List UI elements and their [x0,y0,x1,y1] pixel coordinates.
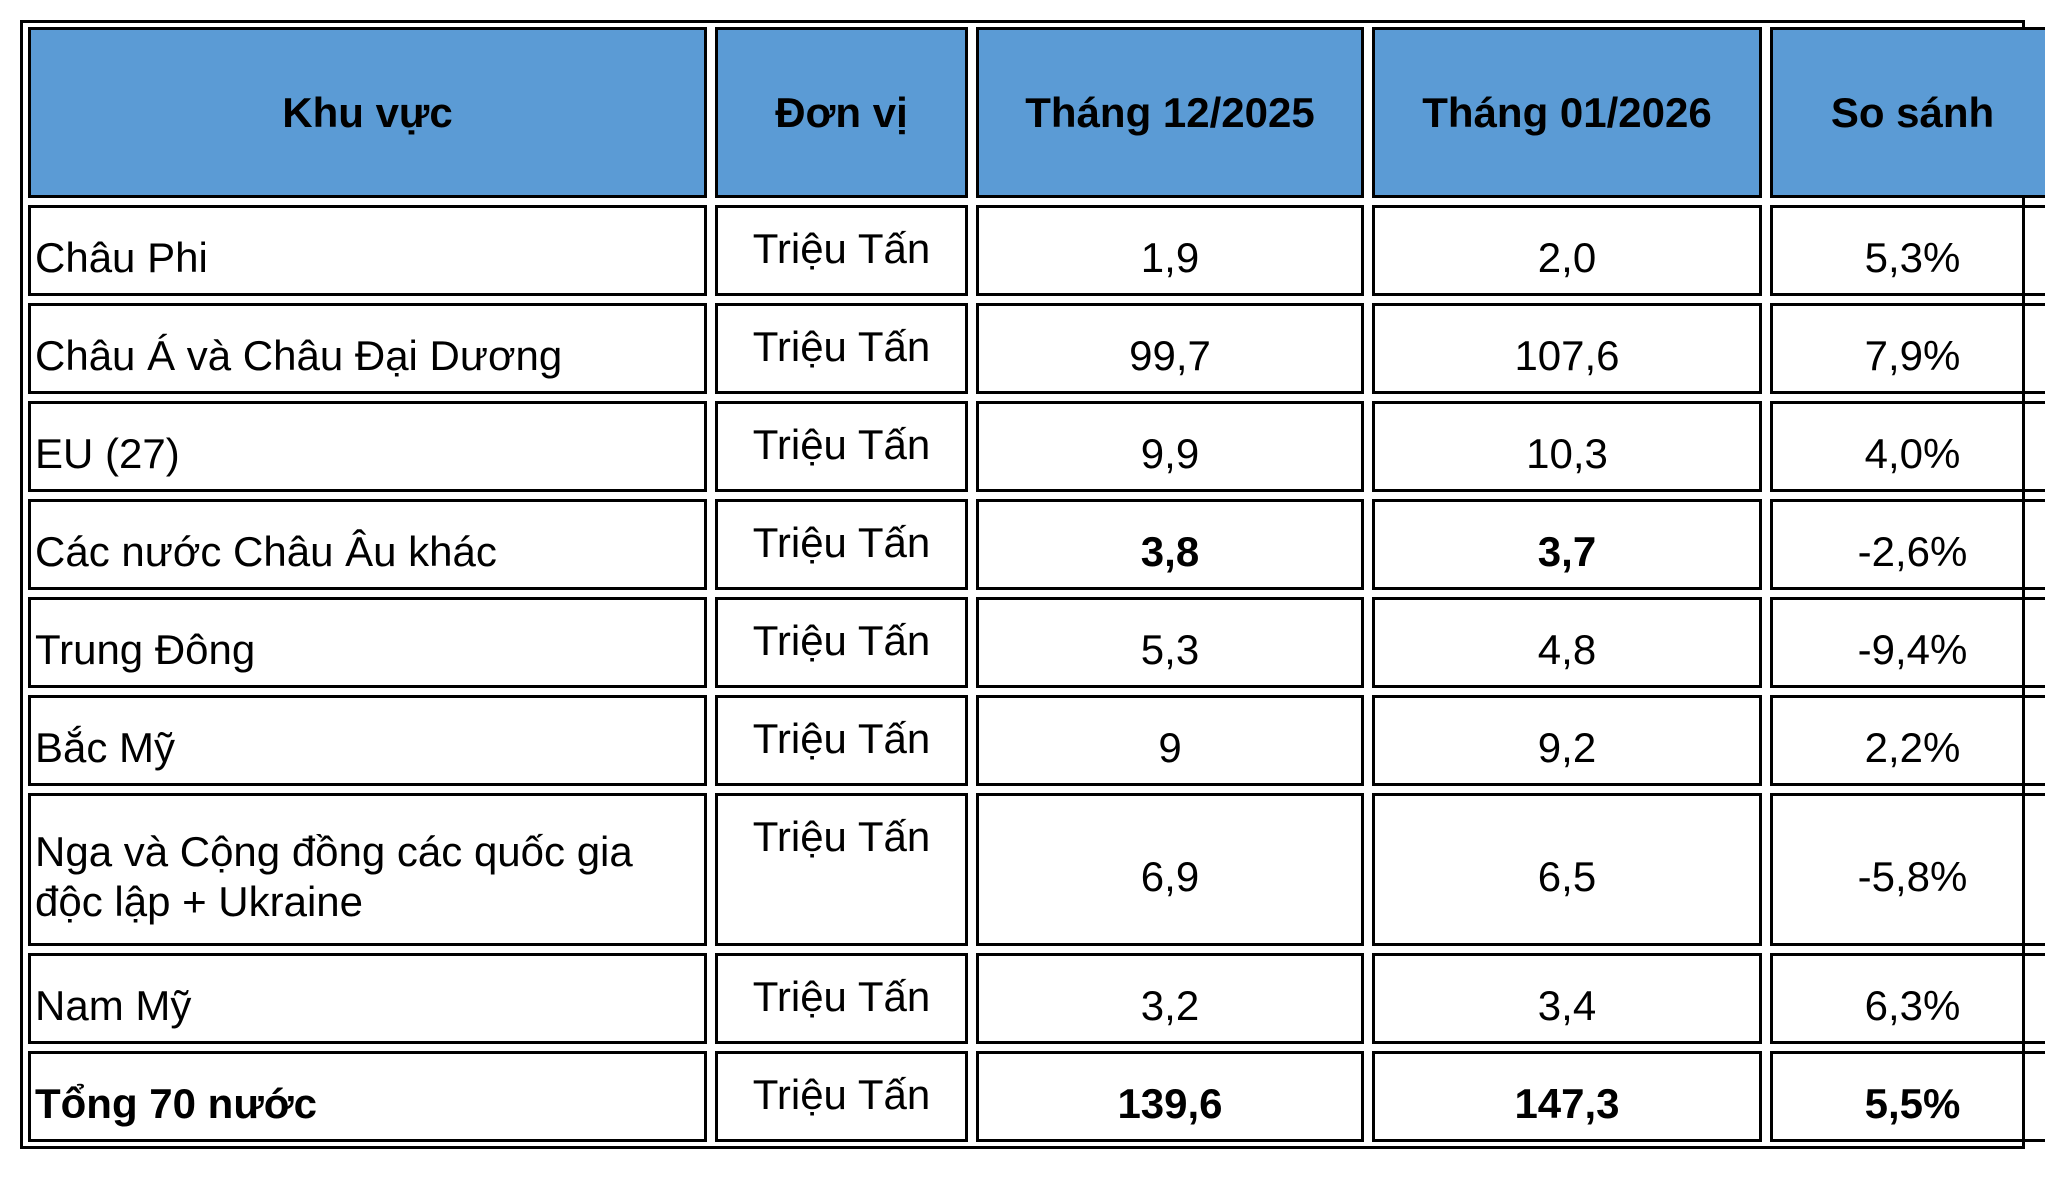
table-row: Châu Phi Triệu Tấn 1,9 2,0 5,3% [28,205,2045,296]
header-jan-2026: Tháng 01/2026 [1372,27,1762,198]
jan-2026-cell: 107,6 [1372,303,1762,394]
table-row: Trung Đông Triệu Tấn 5,3 4,8 -9,4% [28,597,2045,688]
dec-2025-cell: 139,6 [976,1051,1364,1142]
region-cell: Châu Phi [28,205,707,296]
dec-2025-cell: 3,2 [976,953,1364,1044]
data-table-container: Khu vực Đơn vị Tháng 12/2025 Tháng 01/20… [20,20,2045,1149]
change-cell: -9,4% [1770,597,2045,688]
change-cell: 5,5% [1770,1051,2045,1142]
region-cell: Châu Á và Châu Đại Dương [28,303,707,394]
jan-2026-cell: 4,8 [1372,597,1762,688]
jan-2026-cell: 3,7 [1372,499,1762,590]
table-row: Nga và Cộng đồng các quốc gia độc lập + … [28,793,2045,946]
jan-2026-cell: 3,4 [1372,953,1762,1044]
jan-2026-cell: 9,2 [1372,695,1762,786]
table-row: Bắc Mỹ Triệu Tấn 9 9,2 2,2% [28,695,2045,786]
change-cell: 4,0% [1770,401,2045,492]
header-region: Khu vực [28,27,707,198]
region-cell: Bắc Mỹ [28,695,707,786]
header-unit: Đơn vị [715,27,968,198]
dec-2025-cell: 1,9 [976,205,1364,296]
unit-cell: Triệu Tấn [715,205,968,296]
unit-cell: Triệu Tấn [715,499,968,590]
region-cell: Trung Đông [28,597,707,688]
unit-cell: Triệu Tấn [715,793,968,946]
change-cell: 7,9% [1770,303,2045,394]
dec-2025-cell: 99,7 [976,303,1364,394]
table-row: EU (27) Triệu Tấn 9,9 10,3 4,0% [28,401,2045,492]
change-cell: 5,3% [1770,205,2045,296]
change-cell: -2,6% [1770,499,2045,590]
total-row: Tổng 70 nước Triệu Tấn 139,6 147,3 5,5% [28,1051,2045,1142]
jan-2026-cell: 2,0 [1372,205,1762,296]
region-cell: Nam Mỹ [28,953,707,1044]
dec-2025-cell: 6,9 [976,793,1364,946]
header-row: Khu vực Đơn vị Tháng 12/2025 Tháng 01/20… [28,27,2045,198]
unit-cell: Triệu Tấn [715,401,968,492]
steel-production-table: Khu vực Đơn vị Tháng 12/2025 Tháng 01/20… [20,20,2045,1149]
unit-cell: Triệu Tấn [715,953,968,1044]
dec-2025-cell: 9,9 [976,401,1364,492]
header-dec-2025: Tháng 12/2025 [976,27,1364,198]
jan-2026-cell: 147,3 [1372,1051,1762,1142]
unit-cell: Triệu Tấn [715,597,968,688]
unit-cell: Triệu Tấn [715,1051,968,1142]
dec-2025-cell: 9 [976,695,1364,786]
unit-cell: Triệu Tấn [715,303,968,394]
region-cell: EU (27) [28,401,707,492]
region-cell: Nga và Cộng đồng các quốc gia độc lập + … [28,793,707,946]
jan-2026-cell: 6,5 [1372,793,1762,946]
dec-2025-cell: 5,3 [976,597,1364,688]
change-cell: -5,8% [1770,793,2045,946]
change-cell: 2,2% [1770,695,2045,786]
table-row: Nam Mỹ Triệu Tấn 3,2 3,4 6,3% [28,953,2045,1044]
dec-2025-cell: 3,8 [976,499,1364,590]
header-change: So sánh [1770,27,2045,198]
region-cell: Các nước Châu Âu khác [28,499,707,590]
jan-2026-cell: 10,3 [1372,401,1762,492]
region-cell: Tổng 70 nước [28,1051,707,1142]
table-row: Châu Á và Châu Đại Dương Triệu Tấn 99,7 … [28,303,2045,394]
unit-cell: Triệu Tấn [715,695,968,786]
change-cell: 6,3% [1770,953,2045,1044]
table-row: Các nước Châu Âu khác Triệu Tấn 3,8 3,7 … [28,499,2045,590]
